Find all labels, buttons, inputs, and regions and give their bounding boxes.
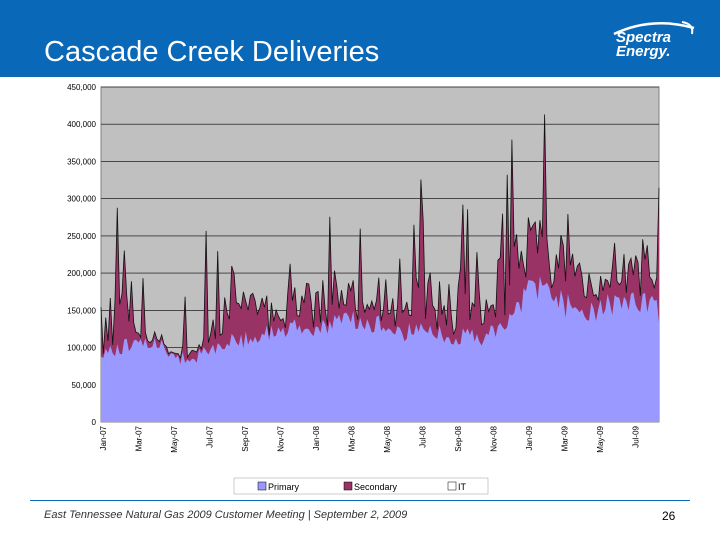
x-axis: Jan-07 Mar-07 May-07 Jul-07 Sep-07 Nov-07 Jan-…	[99, 425, 640, 452]
legend-label-it: IT	[458, 482, 467, 492]
page-title: Cascade Creek Deliveries	[44, 36, 380, 68]
x-tick-label: Nov-08	[489, 425, 498, 451]
y-tick-label: 0	[92, 418, 97, 427]
x-tick-label: May-09	[596, 425, 605, 452]
title-bar	[0, 0, 720, 77]
y-tick-label: 150,000	[67, 306, 96, 315]
x-tick-label: Jul-09	[631, 425, 640, 447]
footer-divider	[30, 500, 690, 501]
deliveries-chart: 0 50,000 100,000 150,000 200,000 250,000 300,0…	[67, 83, 660, 495]
y-tick-label: 300,000	[67, 195, 96, 204]
y-tick-label: 400,000	[67, 120, 96, 129]
legend-box	[233, 477, 489, 495]
logo-swoosh	[613, 21, 695, 36]
x-tick-label: Nov-07	[276, 425, 285, 451]
x-tick-label: Mar-09	[560, 425, 569, 451]
y-tick-label: 250,000	[67, 232, 96, 241]
footer-text: East Tennessee Natural Gas 2009 Customer…	[44, 509, 408, 521]
y-tick-label: 450,000	[67, 83, 96, 92]
primary-area	[101, 276, 659, 422]
logo-text-spectra: Spectra	[616, 29, 671, 46]
legend-swatch-it	[447, 481, 457, 491]
y-tick-label: 200,000	[67, 269, 96, 278]
x-tick-label: Sep-07	[241, 425, 250, 451]
x-tick-label: Mar-08	[347, 425, 356, 451]
spectra-energy-logo: Spectra Energy.	[613, 21, 695, 60]
y-tick-label: 100,000	[67, 344, 96, 353]
x-tick-label: Sep-08	[454, 425, 463, 451]
x-tick-label: May-08	[383, 425, 392, 452]
y-tick-label: 50,000	[72, 381, 97, 390]
logo-text-energy: Energy.	[616, 43, 670, 60]
x-tick-label: Jan-07	[99, 425, 108, 450]
x-tick-label: Jul-07	[205, 425, 214, 447]
legend: Primary Secondary IT	[233, 477, 489, 495]
y-axis: 0 50,000 100,000 150,000 200,000 250,000 300,0…	[67, 83, 96, 427]
x-tick-label: Mar-07	[134, 425, 143, 451]
legend-label-primary: Primary	[268, 482, 299, 492]
total-line	[100, 114, 660, 359]
x-tick-label: May-07	[170, 425, 179, 452]
legend-swatch-primary	[257, 481, 267, 491]
legend-swatch-secondary	[343, 481, 353, 491]
x-tick-label: Jan-09	[525, 425, 534, 450]
legend-label-secondary: Secondary	[354, 482, 398, 492]
x-tick-label: Jan-08	[312, 425, 321, 450]
x-tick-label: Jul-08	[418, 425, 427, 447]
logo-swoosh-arc	[681, 21, 694, 35]
y-tick-label: 350,000	[67, 157, 96, 166]
page-number: 26	[662, 509, 676, 523]
